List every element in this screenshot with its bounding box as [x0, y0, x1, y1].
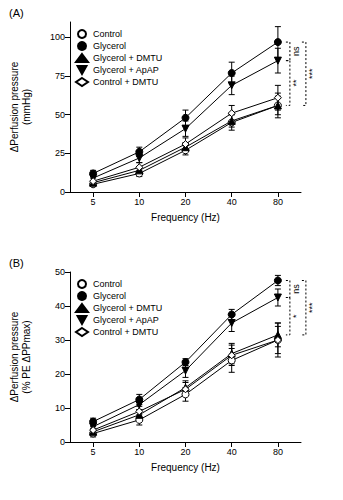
svg-text:40: 40 [55, 301, 65, 311]
svg-text:5: 5 [91, 447, 96, 457]
svg-text:10: 10 [134, 197, 144, 207]
svg-text:50: 50 [55, 267, 65, 277]
svg-text:Glycerol: Glycerol [93, 291, 126, 301]
svg-text:***: *** [307, 68, 317, 79]
svg-text:25: 25 [55, 148, 65, 158]
svg-text:40: 40 [227, 447, 237, 457]
svg-text:*: * [291, 314, 301, 318]
svg-text:20: 20 [180, 447, 190, 457]
svg-text:Frequency (Hz): Frequency (Hz) [151, 212, 220, 223]
svg-text:Glycerol + DMTU: Glycerol + DMTU [93, 53, 162, 63]
svg-text:Control: Control [93, 279, 122, 289]
svg-text:Glycerol + DMTU: Glycerol + DMTU [93, 303, 162, 313]
svg-text:10: 10 [55, 403, 65, 413]
svg-text:ns: ns [291, 46, 301, 56]
svg-text:(A): (A) [9, 7, 24, 19]
svg-text:75: 75 [55, 71, 65, 81]
svg-text:ΔPerfusion pressure: ΔPerfusion pressure [9, 311, 20, 402]
svg-text:**: ** [291, 79, 301, 87]
svg-text:***: *** [307, 302, 317, 313]
svg-text:20: 20 [180, 197, 190, 207]
svg-text:ΔPerfusion pressure: ΔPerfusion pressure [9, 61, 20, 152]
svg-text:(% PE ΔPPmax): (% PE ΔPPmax) [21, 320, 32, 393]
svg-text:5: 5 [91, 197, 96, 207]
svg-text:80: 80 [273, 197, 283, 207]
svg-text:0: 0 [60, 187, 65, 197]
svg-text:10: 10 [134, 447, 144, 457]
svg-text:Control: Control [93, 29, 122, 39]
svg-text:80: 80 [273, 447, 283, 457]
svg-text:100: 100 [50, 32, 65, 42]
svg-text:0: 0 [60, 437, 65, 447]
svg-text:30: 30 [55, 335, 65, 345]
svg-text:50: 50 [55, 110, 65, 120]
svg-text:Frequency (Hz): Frequency (Hz) [151, 462, 220, 473]
svg-text:Glycerol + ApAP: Glycerol + ApAP [93, 315, 159, 325]
svg-text:(mmHg): (mmHg) [21, 89, 32, 125]
svg-text:ns: ns [291, 284, 301, 294]
svg-text:(B): (B) [9, 257, 24, 269]
svg-text:Glycerol: Glycerol [93, 41, 126, 51]
svg-text:20: 20 [55, 369, 65, 379]
svg-text:Control + DMTU: Control + DMTU [93, 327, 158, 337]
svg-text:Control + DMTU: Control + DMTU [93, 77, 158, 87]
svg-text:Glycerol + ApAP: Glycerol + ApAP [93, 65, 159, 75]
svg-text:40: 40 [227, 197, 237, 207]
